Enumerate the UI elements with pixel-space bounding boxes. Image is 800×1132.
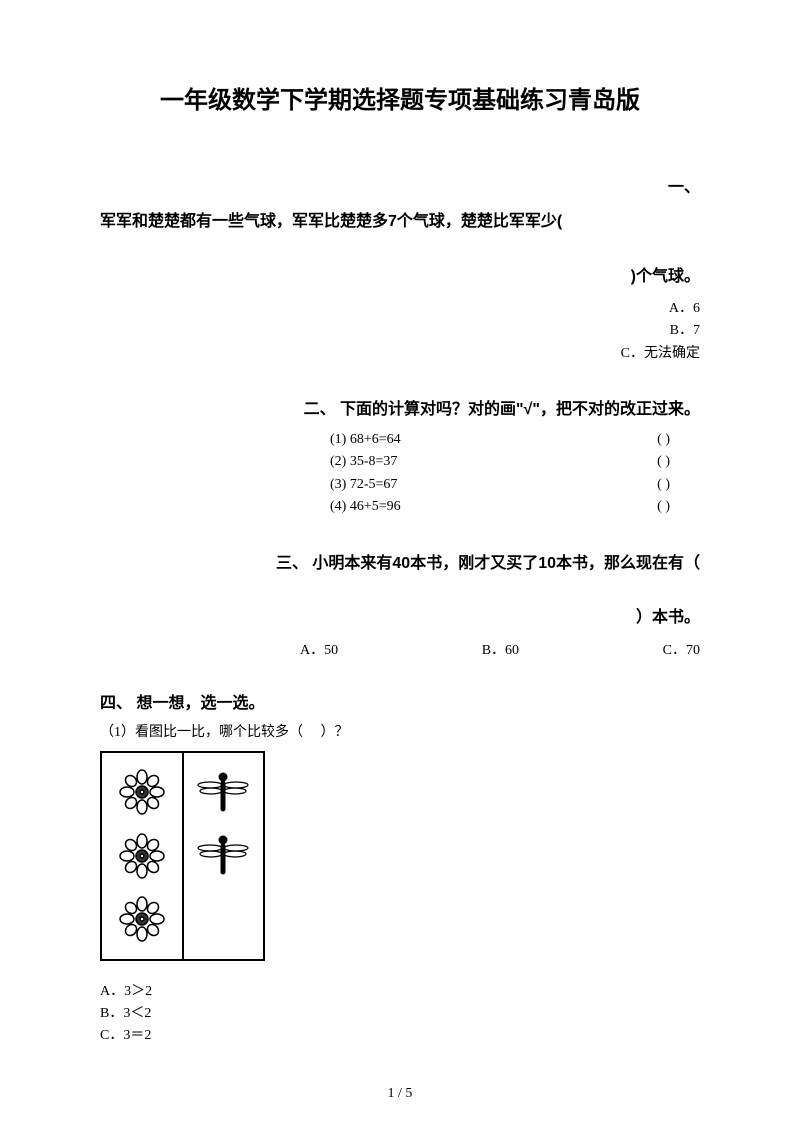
q2-paren-1: ( ) [657, 429, 670, 451]
q2-expr-2: (2) 35-8=37 [330, 451, 397, 473]
q3-suffix: ）本书。 [100, 603, 700, 627]
q1-label: 一、 [100, 175, 700, 201]
page-title: 一年级数学下学期选择题专项基础练习青岛版 [100, 80, 700, 115]
flower-icon [117, 767, 167, 817]
q4-option-a: A．3＞2 [100, 981, 700, 1003]
dragonfly-icon [196, 765, 251, 820]
q1-option-a: A．6 [100, 298, 700, 320]
q3-option-a: A．50 [300, 639, 338, 659]
q2-paren-4: ( ) [657, 496, 670, 518]
q1-options: A．6 B．7 C．无法确定 [100, 298, 700, 365]
q4-options: A．3＞2 B．3＜2 C．3＝2 [100, 981, 700, 1048]
q2-paren-3: ( ) [657, 474, 670, 496]
q3-header: 三、 小明本来有40本书，刚才又买了10本书，那么现在有（ [100, 549, 700, 573]
q4-option-b: B．3＜2 [100, 1003, 700, 1025]
q3-options: A．50 B．60 C．70 [100, 639, 700, 659]
q2-item-4: (4) 46+5=96 ( ) [330, 496, 670, 518]
q2-paren-2: ( ) [657, 451, 670, 473]
comparison-image [100, 751, 265, 961]
q4-header: 四、 想一想，选一选。 [100, 689, 700, 713]
q3-option-b: B．60 [482, 639, 519, 659]
q2-item-2: (2) 35-8=37 ( ) [330, 451, 670, 473]
q3-option-c: C．70 [663, 639, 700, 659]
q1-text-line2: )个气球。 [100, 264, 700, 290]
dragonfly-icon [196, 828, 251, 883]
q2-expr-1: (1) 68+6=64 [330, 429, 401, 451]
image-col-right [184, 753, 264, 959]
image-col-left [102, 753, 184, 959]
q2-items: (1) 68+6=64 ( ) (2) 35-8=37 ( ) (3) 72-5… [330, 429, 700, 519]
flower-icon [117, 831, 167, 881]
q2-item-3: (3) 72-5=67 ( ) [330, 474, 670, 496]
q1-option-b: B．7 [100, 320, 700, 342]
q2-item-1: (1) 68+6=64 ( ) [330, 429, 670, 451]
q1-option-c: C．无法确定 [100, 343, 700, 365]
q4-sub: （1）看图比一比，哪个比较多（ ）？ [100, 721, 700, 741]
q1-text-line1: 军军和楚楚都有一些气球，军军比楚楚多7个气球，楚楚比军军少( [100, 209, 700, 235]
q2-header: 二、 下面的计算对吗？对的画"√"，把不对的改正过来。 [100, 395, 700, 419]
q2-expr-4: (4) 46+5=96 [330, 496, 401, 518]
flower-icon [117, 894, 167, 944]
page-number: 1 / 5 [0, 1086, 800, 1102]
q2-expr-3: (3) 72-5=67 [330, 474, 397, 496]
q4-option-c: C．3＝2 [100, 1025, 700, 1047]
